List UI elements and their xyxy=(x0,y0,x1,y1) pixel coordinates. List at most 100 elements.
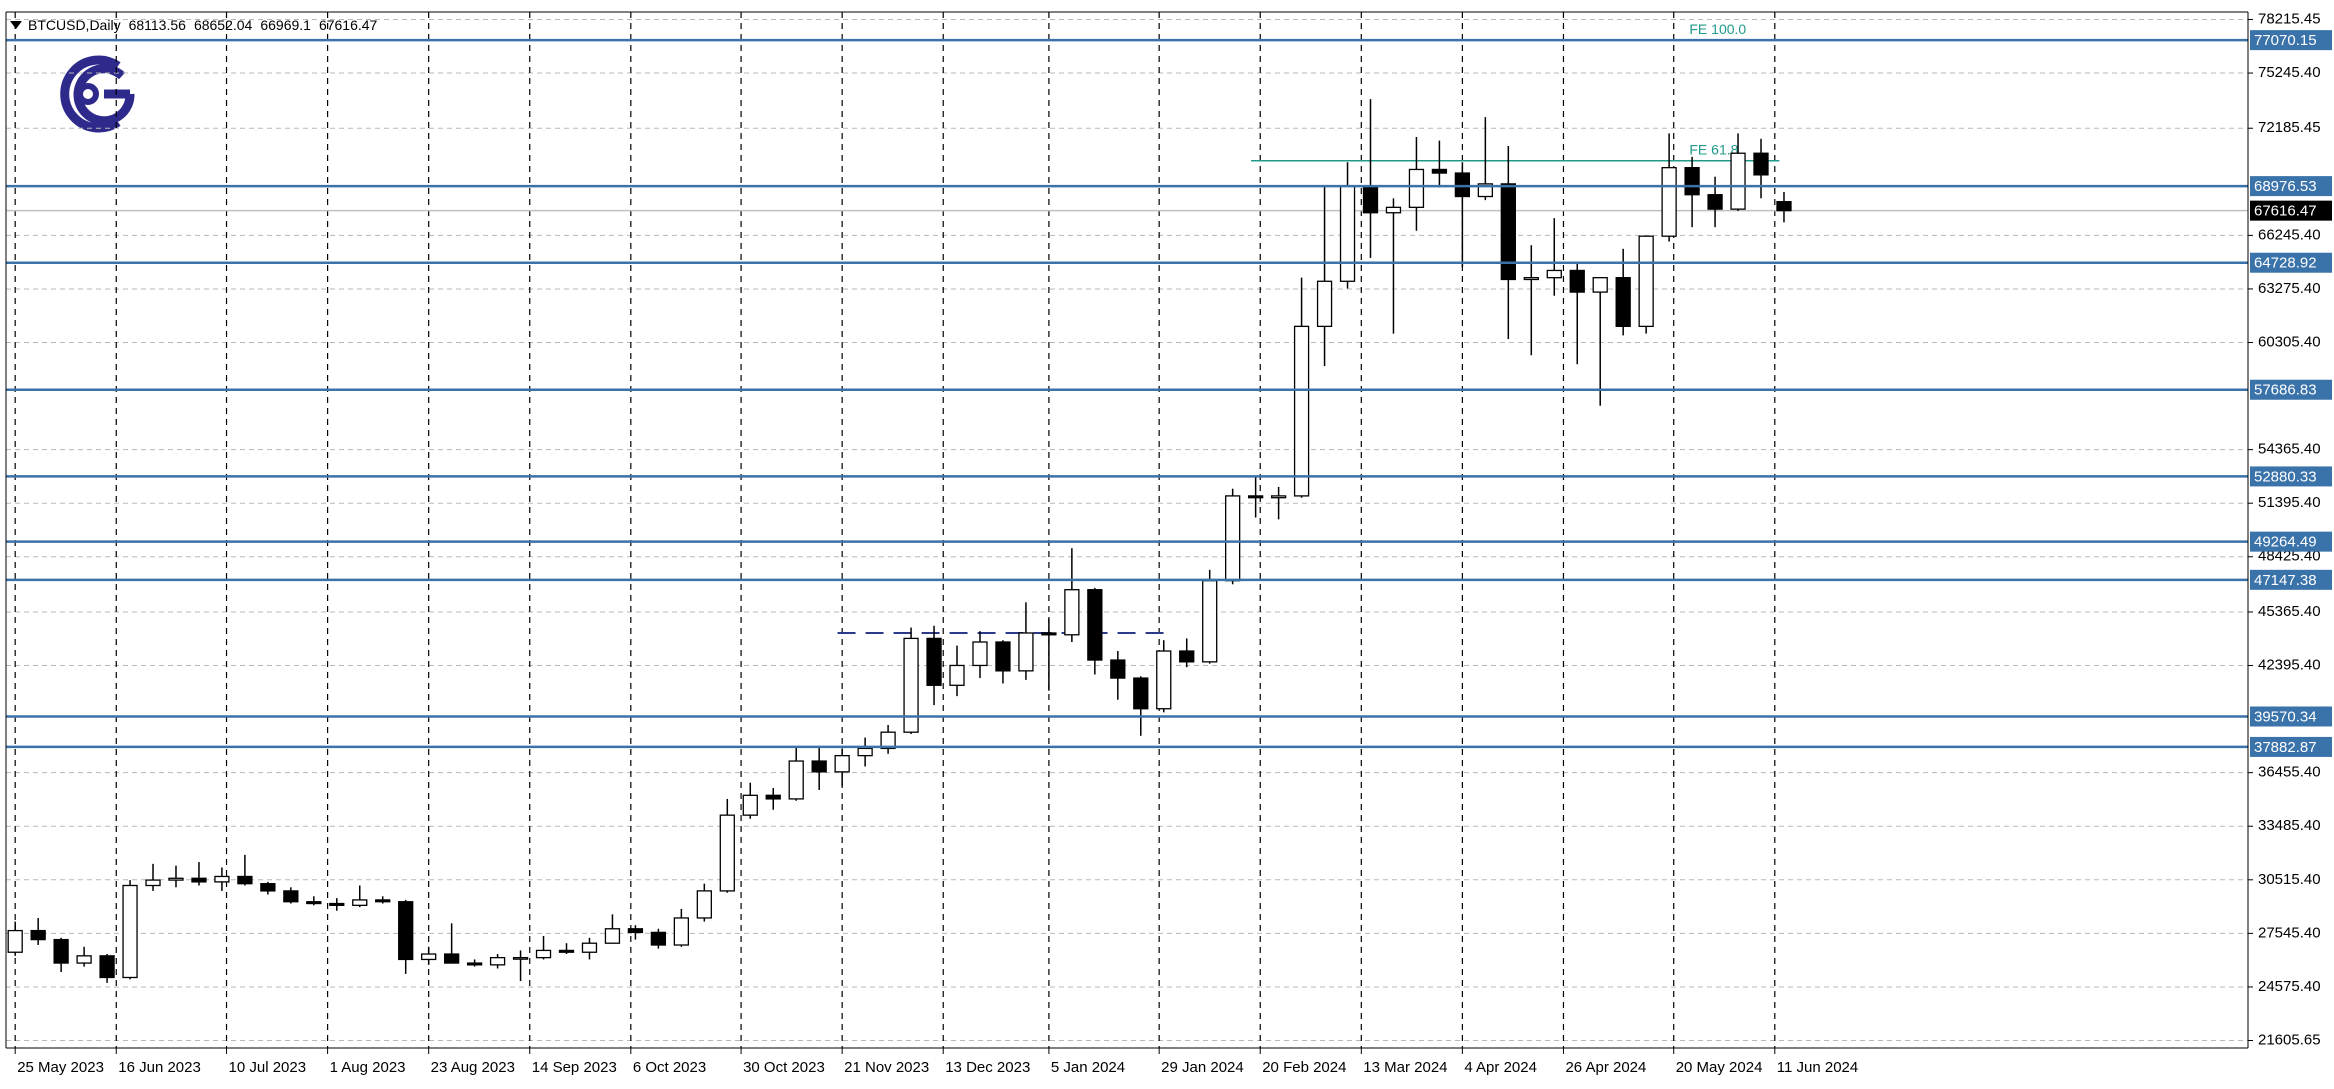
candle-body xyxy=(1270,495,1287,499)
fe-label: FE 61.8 xyxy=(1689,142,1738,158)
candle-body xyxy=(76,955,92,964)
logo-dot xyxy=(77,83,99,105)
y-tick-label: 36455.40 xyxy=(2258,764,2321,781)
candle-body xyxy=(535,949,552,959)
candle-body xyxy=(1523,277,1539,281)
candle-body xyxy=(1018,632,1034,672)
candle-body xyxy=(1661,167,1677,237)
candle-body xyxy=(926,637,942,686)
candle-body xyxy=(214,875,230,883)
candle-body xyxy=(972,641,988,667)
candle-body xyxy=(696,890,712,919)
candle-body xyxy=(398,901,414,961)
x-tick-label: 4 Apr 2024 xyxy=(1464,1059,1537,1076)
candle-body xyxy=(811,760,827,773)
y-tick-label: 75245.40 xyxy=(2258,64,2321,81)
x-tick-label: 23 Aug 2023 xyxy=(431,1059,515,1076)
candle-body xyxy=(1500,183,1516,281)
x-tick-label: 20 Feb 2024 xyxy=(1262,1059,1346,1076)
candle-body xyxy=(880,731,896,750)
x-tick-label: 30 Oct 2023 xyxy=(743,1059,825,1076)
header-low: 66969.1 xyxy=(260,17,311,33)
candle-body xyxy=(466,962,483,966)
y-tick-label: 30515.40 xyxy=(2258,871,2321,888)
candle-body xyxy=(650,931,667,946)
y-tick-label: 42395.40 xyxy=(2258,657,2321,674)
level-label-box xyxy=(2250,569,2332,590)
candle-body xyxy=(1776,201,1792,212)
candle-body xyxy=(1569,269,1585,293)
x-tick-label: 26 Apr 2024 xyxy=(1565,1059,1646,1076)
level-label-box xyxy=(2250,252,2332,273)
y-tick-label: 27545.40 xyxy=(2258,924,2321,941)
x-tick-label: 6 Oct 2023 xyxy=(633,1059,706,1076)
x-tick-label: 10 Jul 2023 xyxy=(229,1059,307,1076)
candle-body xyxy=(673,917,690,946)
candle-body xyxy=(1293,325,1310,497)
symbol-header: BTCUSD,Daily 68113.56 68652.04 66969.1 67616… xyxy=(28,17,378,33)
candle-body xyxy=(1316,280,1333,328)
level-label-box xyxy=(2250,706,2332,727)
current-price-box xyxy=(2250,200,2332,221)
symbol-menu-arrow xyxy=(10,21,22,29)
fe-label: FE 100.0 xyxy=(1689,21,1746,37)
candle-body xyxy=(1385,206,1402,214)
x-tick-label: 25 May 2023 xyxy=(17,1059,104,1076)
candle-body xyxy=(1684,167,1700,196)
candle-body xyxy=(1707,194,1723,210)
header-high: 68652.04 xyxy=(194,17,253,33)
y-tick-label: 66245.40 xyxy=(2258,226,2321,243)
candle-body xyxy=(283,890,299,903)
candle-body xyxy=(443,953,460,964)
candle-body xyxy=(1041,632,1057,636)
x-tick-label: 1 Aug 2023 xyxy=(330,1059,406,1076)
candle-body xyxy=(834,754,850,773)
x-tick-label: 11 Jun 2024 xyxy=(1777,1059,1858,1076)
y-tick-label: 60305.40 xyxy=(2258,333,2321,350)
level-label: 64728.92 xyxy=(2254,255,2317,272)
y-tick-label: 45365.40 xyxy=(2258,603,2321,620)
candle-body xyxy=(1087,589,1103,661)
candle-body xyxy=(558,949,575,953)
candle-body xyxy=(421,953,437,961)
candle-body xyxy=(1638,235,1654,328)
candle-body xyxy=(1362,185,1379,214)
level-label: 68976.53 xyxy=(2254,178,2317,195)
level-label-box xyxy=(2250,531,2332,552)
candle-body xyxy=(7,929,23,953)
candle-body xyxy=(1454,172,1471,198)
candle-body xyxy=(489,956,506,966)
candle-body xyxy=(742,794,758,816)
candle-body xyxy=(1225,495,1241,582)
candle-body xyxy=(719,814,735,892)
candle-body xyxy=(1592,277,1608,293)
candle-body xyxy=(145,879,161,887)
candle-body xyxy=(1110,659,1126,679)
candle-body xyxy=(581,942,598,953)
x-tick-label: 21 Nov 2023 xyxy=(844,1059,929,1076)
candle-body xyxy=(949,664,965,686)
candle-body xyxy=(1064,589,1080,636)
x-tick-label: 16 Jun 2023 xyxy=(118,1059,201,1076)
symbol: BTCUSD,Daily xyxy=(28,17,121,33)
y-tick-label: 21605.65 xyxy=(2258,1031,2321,1048)
y-tick-label: 78215.45 xyxy=(2258,10,2321,27)
level-label-box xyxy=(2250,30,2332,51)
candle-body xyxy=(857,747,873,757)
candle-body xyxy=(352,899,368,906)
level-label-box xyxy=(2250,736,2332,757)
candle-body xyxy=(1753,152,1769,176)
y-tick-label: 63275.40 xyxy=(2258,280,2321,297)
logo xyxy=(60,55,135,133)
candle-body xyxy=(53,938,69,964)
candle-body xyxy=(1546,269,1562,279)
current-price-label: 67616.47 xyxy=(2254,203,2317,220)
header-open: 68113.56 xyxy=(129,17,187,33)
level-label: 37882.87 xyxy=(2254,739,2317,756)
candle-body xyxy=(995,641,1011,672)
candle-body xyxy=(512,956,529,960)
y-tick-label: 51395.40 xyxy=(2258,494,2321,511)
candle-body xyxy=(375,899,391,903)
level-label-box xyxy=(2250,379,2332,400)
